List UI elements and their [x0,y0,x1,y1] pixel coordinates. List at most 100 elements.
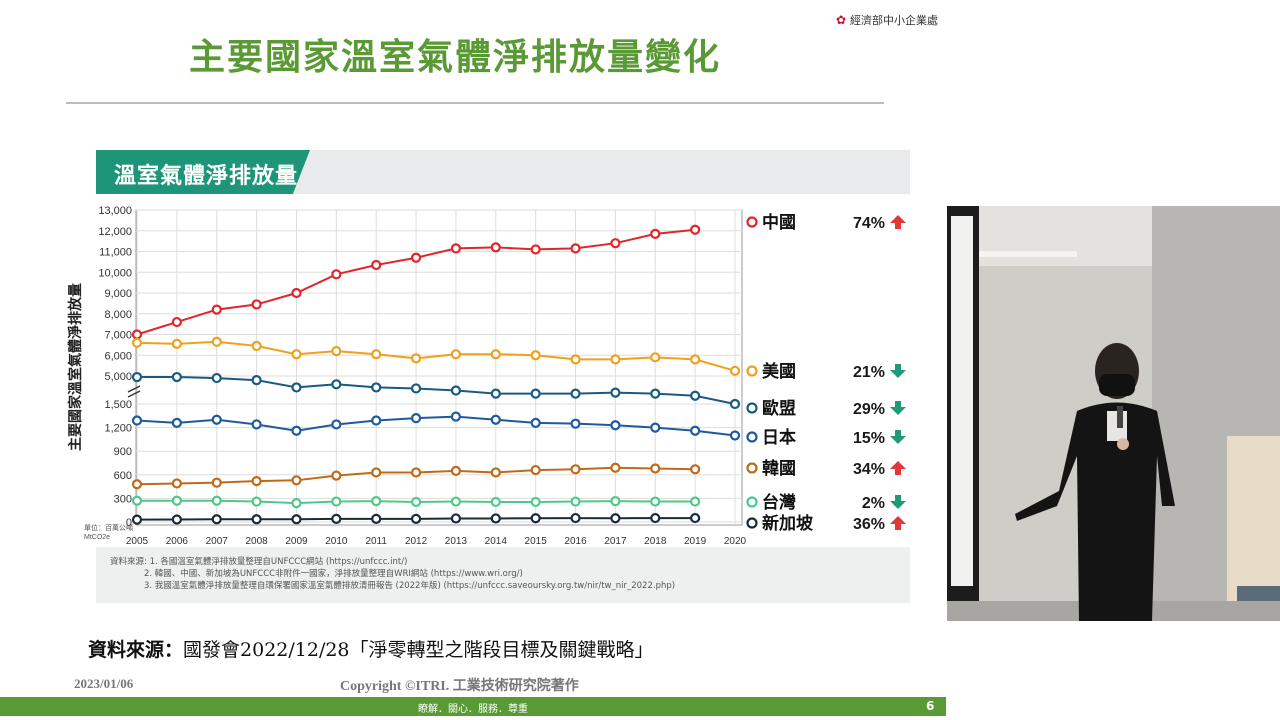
data-point [490,467,501,478]
series-line [136,415,736,437]
data-point [610,354,621,365]
page-number: 6 [926,699,935,713]
arrow-down-icon [890,430,906,444]
y-tick-label: 8,000 [104,309,132,321]
data-point [331,496,342,507]
data-point [530,244,541,255]
data-point [450,411,462,422]
data-point [530,513,541,524]
legend-marker [746,496,758,508]
data-point [251,496,262,507]
x-tick-label: 2016 [564,536,587,547]
data-point [211,514,222,525]
chart-source-line-3: 3. 我國溫室氣體淨排放量整理自環保署國家溫室氣體排放清冊報告 (2022年版)… [144,581,676,591]
x-tick-label: 2005 [126,536,149,547]
data-point [570,388,581,399]
data-point [331,346,342,357]
data-point [410,383,422,394]
arrow-down-icon [890,401,906,415]
data-point [490,349,501,360]
legend-change: 74% [853,215,885,232]
x-tick-label: 2010 [325,536,348,547]
data-point [650,422,661,433]
data-point [211,336,222,347]
data-point [410,467,422,478]
data-point [131,479,143,490]
logo-text: 經濟部中小企業處 [850,14,938,27]
x-tick-label: 2013 [445,536,468,547]
data-point [690,464,701,475]
data-point [690,390,701,401]
legend-name: 新加坡 [762,513,813,533]
x-tick-label: 2019 [684,536,707,547]
legend-change: 36% [853,516,885,533]
data-point [570,512,581,524]
legend-change: 2% [862,495,885,512]
data-point [171,316,182,328]
legend-name: 歐盟 [762,398,796,418]
y-tick-label: 600 [114,470,132,482]
data-point [610,462,621,473]
data-point [610,420,621,431]
data-point [490,414,501,425]
data-point [530,350,541,361]
unit-label: MtCO2e [84,534,110,541]
chart-source-line-1: 資料來源: 1. 各國溫室氣體淨排放量整理自UNFCCC網站 (https://… [110,557,408,567]
data-point [530,388,541,399]
arrow-up-icon [890,516,906,530]
data-point [530,496,541,508]
legend-name: 韓國 [762,458,796,478]
data-point [331,470,342,481]
data-point [291,349,302,360]
data-point [410,496,422,508]
speaker-scene-image [947,206,1280,621]
legend-change: 21% [853,364,885,381]
legend-marker [746,431,758,443]
data-point [650,228,661,239]
data-point [171,478,182,489]
chart-sources-box: 資料來源: 1. 各國溫室氣體淨排放量整理自UNFCCC網站 (https://… [96,547,910,603]
x-tick-label: 2018 [644,536,667,547]
plot-area [135,209,743,526]
data-point [371,513,382,524]
x-tick-label: 2017 [604,536,627,547]
ministry-logo: ✿ 經濟部中小企業處 [836,12,938,28]
data-point [530,417,541,428]
axis-break-marker [127,385,141,398]
data-point [291,514,302,525]
data-point [450,513,462,524]
footer-date: 2023/01/06 [74,676,134,691]
chart-title: 溫室氣體淨排放量 [114,164,299,189]
title-divider [66,102,884,104]
x-tick-label: 2020 [724,536,747,547]
data-point [371,349,382,360]
data-point [729,398,741,410]
data-point [251,419,262,430]
y-tick-label: 13,000 [98,205,132,217]
legend-change: 34% [853,461,885,478]
y-tick-label: 1,200 [104,423,132,435]
data-point [610,513,621,524]
data-point [490,513,501,524]
data-point [610,387,621,398]
footer-copyright: Copyright ©ITRI. 工業技術研究院著作 [340,679,579,694]
y-axis-title: 主要國家溫室氣體淨排放量 [67,283,83,451]
data-point [131,514,143,525]
x-tick-label: 2009 [285,536,308,547]
data-point [650,388,661,399]
data-point [131,371,143,383]
y-tick-label: 10,000 [98,267,132,279]
footer-motto: 瞭解．關心．服務．尊重 [418,704,528,715]
data-point [570,243,581,254]
arrow-down-icon [890,495,906,509]
data-point [690,425,701,436]
legend-marker [746,462,758,474]
series-line [136,340,736,372]
data-point [171,514,182,525]
data-point [650,352,661,363]
legend-name: 中國 [762,212,796,232]
data-point [211,495,222,506]
data-point [331,419,342,430]
data-point [410,413,422,424]
y-tick-label: 11,000 [99,247,132,259]
